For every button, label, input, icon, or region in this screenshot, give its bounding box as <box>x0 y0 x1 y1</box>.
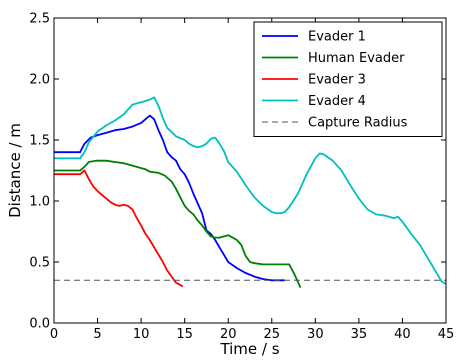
x-axis-label: Time / s <box>219 340 279 358</box>
legend-label-evader-3: Evader 3 <box>308 73 366 88</box>
series-layer <box>54 96 447 288</box>
x-tick-label: 10 <box>133 327 150 342</box>
y-tick-label: 2.5 <box>29 12 50 27</box>
legend-label-human-evader: Human Evader <box>308 51 405 66</box>
legend-label-capture-radius: Capture Radius <box>308 116 408 131</box>
x-tick-label: 40 <box>394 327 411 342</box>
legend: Evader 1 Human Evader Evader 3 Evader 4 Capt… <box>253 21 443 137</box>
plot-frame <box>53 17 447 324</box>
axes: 0 5 10 15 20 25 30 35 40 45 0.0 0.5 1.0 1.5 2.0 2.5 <box>29 12 454 343</box>
x-tick-label: 5 <box>93 327 101 342</box>
y-tick-label: 1.0 <box>29 195 50 210</box>
x-tick-label: 15 <box>176 327 193 342</box>
y-axis-label: Distance / m <box>6 123 24 218</box>
x-tick-label: 30 <box>307 327 324 342</box>
series-line-evader-3 <box>54 169 184 288</box>
y-tick-label: 0.5 <box>29 256 50 271</box>
y-tick-label: 0.0 <box>29 317 50 332</box>
x-tick-label: 45 <box>438 327 455 342</box>
series-line-evader-4 <box>54 96 447 285</box>
x-tick-label: 35 <box>351 327 368 342</box>
legend-label-evader-1: Evader 1 <box>308 30 366 45</box>
series-line-evader-1 <box>54 114 285 282</box>
x-tick-label: 25 <box>264 327 281 342</box>
y-tick-label: 1.5 <box>29 134 50 149</box>
y-tick-label: 2.0 <box>29 73 50 88</box>
legend-label-evader-4: Evader 4 <box>308 94 366 109</box>
series-line-human-evader <box>54 159 302 288</box>
x-tick-label: 20 <box>220 327 237 342</box>
x-tick-label: 0 <box>50 327 58 342</box>
